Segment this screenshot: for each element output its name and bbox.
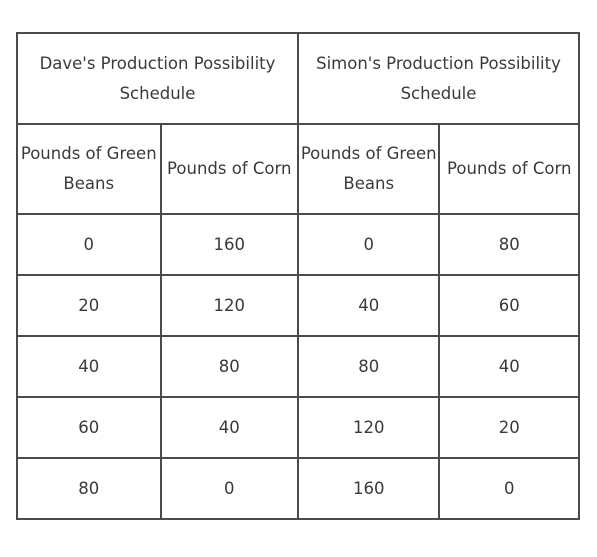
table-row: 0 160 0 80 — [16, 213, 580, 276]
simon-schedule-header: Simon's Production Possibility Schedule — [296, 32, 581, 125]
dave-green-beans-cell: 0 — [16, 213, 162, 276]
simon-green-beans-cell: 120 — [296, 396, 441, 459]
table-row: 40 80 80 40 — [16, 335, 580, 398]
dave-corn-cell: 80 — [159, 335, 299, 398]
table-row: 80 0 160 0 — [16, 457, 580, 520]
table-row: 20 120 40 60 — [16, 274, 580, 337]
simon-corn-cell: 60 — [438, 274, 580, 337]
dave-green-beans-header: Pounds of Green Beans — [16, 123, 162, 215]
table-row: 60 40 120 20 — [16, 396, 580, 459]
dave-green-beans-cell: 80 — [16, 457, 162, 520]
simon-corn-cell: 0 — [438, 457, 580, 520]
dave-corn-cell: 0 — [159, 457, 299, 520]
dave-green-beans-cell: 20 — [16, 274, 162, 337]
simon-corn-cell: 20 — [438, 396, 580, 459]
dave-corn-header: Pounds of Corn — [159, 123, 299, 215]
dave-corn-cell: 40 — [159, 396, 299, 459]
simon-green-beans-cell: 80 — [296, 335, 441, 398]
simon-green-beans-cell: 0 — [296, 213, 441, 276]
group-header-row: Dave's Production Possibility Schedule S… — [16, 32, 581, 125]
dave-corn-cell: 160 — [159, 213, 299, 276]
simon-green-beans-cell: 160 — [296, 457, 441, 520]
simon-corn-cell: 40 — [438, 335, 580, 398]
production-possibility-table: Dave's Production Possibility Schedule S… — [16, 32, 581, 520]
dave-green-beans-cell: 40 — [16, 335, 162, 398]
simon-corn-header: Pounds of Corn — [438, 123, 580, 215]
dave-corn-cell: 120 — [159, 274, 299, 337]
simon-green-beans-header: Pounds of Green Beans — [296, 123, 441, 215]
column-header-row: Pounds of Green Beans Pounds of Corn Pou… — [16, 123, 580, 215]
dave-schedule-header: Dave's Production Possibility Schedule — [16, 32, 299, 125]
simon-green-beans-cell: 40 — [296, 274, 441, 337]
dave-green-beans-cell: 60 — [16, 396, 162, 459]
simon-corn-cell: 80 — [438, 213, 580, 276]
